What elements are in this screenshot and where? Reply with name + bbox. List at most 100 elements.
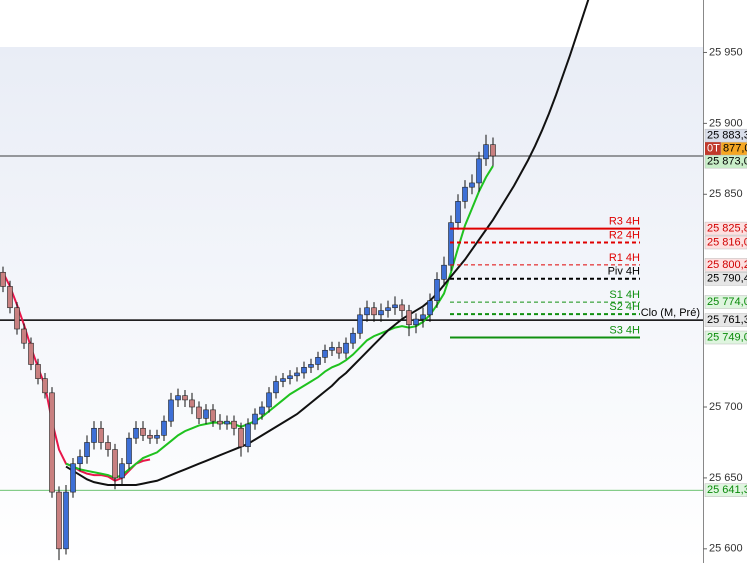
candle-body	[203, 409, 209, 419]
candle-body	[112, 449, 118, 479]
candle-body	[329, 347, 335, 351]
candle-body	[357, 314, 363, 334]
candle-body	[385, 307, 391, 311]
price-tag: 25 873,0	[707, 156, 747, 168]
candle-body	[434, 279, 440, 301]
price-tag: 25 790,4	[707, 273, 747, 285]
price-tag: 25 749,0	[707, 331, 747, 343]
candle-body	[133, 427, 139, 439]
candle-body	[301, 366, 307, 374]
price-tag: 25 641,3	[707, 484, 747, 496]
candle-body	[399, 304, 405, 311]
candle-body	[441, 264, 447, 280]
candle-body	[56, 491, 62, 550]
price-tag-box	[704, 272, 747, 286]
pivot-label: R1 4H	[609, 252, 640, 264]
candle-body	[140, 427, 146, 436]
candle-body	[119, 463, 125, 479]
price-tag-box	[704, 221, 747, 236]
candle-body	[252, 413, 258, 425]
candle-body	[91, 427, 97, 443]
pivot-label: Piv 4H	[608, 266, 640, 278]
y-tick-label: 25 850	[709, 188, 743, 200]
moving-average	[65, 165, 494, 479]
candle-body	[420, 314, 426, 320]
y-tick-label: 25 950	[709, 46, 743, 58]
candle-body	[210, 409, 216, 422]
y-tick-label: 25 600	[709, 543, 743, 555]
candle-body	[21, 328, 27, 344]
candle-body	[259, 406, 265, 415]
candle-body	[182, 395, 188, 401]
candle-body	[238, 427, 244, 448]
candle-body	[175, 395, 181, 401]
pivot-label: R3 4H	[609, 216, 640, 228]
candle-body	[28, 342, 34, 365]
tag-prefix-box	[705, 142, 721, 156]
candle-body	[273, 381, 279, 394]
y-tick-label: 25 700	[709, 401, 743, 413]
price-tag-box	[704, 295, 747, 309]
candle-body	[350, 332, 356, 344]
candle-body	[315, 357, 321, 365]
candle-body	[35, 364, 41, 379]
candle-body	[322, 349, 328, 358]
candle-body	[196, 406, 202, 419]
line-label: Clo (M, Pré)	[641, 307, 700, 319]
price-tag-box	[704, 258, 747, 272]
price-tag-box	[704, 330, 747, 345]
price-tag-box	[704, 313, 747, 327]
candle-body	[168, 399, 174, 422]
candle-body	[476, 158, 482, 184]
candle-body	[294, 372, 300, 377]
pivot-label: S2 4H	[609, 301, 640, 313]
pivot-label: R2 4H	[609, 229, 640, 241]
price-tag-box	[704, 483, 747, 497]
candle-body	[7, 286, 13, 309]
candle-body	[364, 307, 370, 316]
plot-background	[0, 47, 703, 563]
candle-body	[42, 378, 48, 394]
candle-body	[217, 420, 223, 425]
candle-body	[266, 392, 272, 408]
candle-body	[462, 186, 468, 202]
candle-body	[49, 392, 55, 493]
price-tag: 877,0	[723, 143, 747, 155]
candle-body	[371, 307, 377, 316]
price-tag-box	[704, 154, 747, 169]
candle-body	[406, 310, 412, 326]
candle-body	[287, 375, 293, 379]
price-tag: 25 883,3	[707, 130, 747, 142]
candle-body	[0, 271, 6, 287]
candle-body	[224, 420, 230, 425]
pivot-label: S3 4H	[609, 324, 640, 336]
candle-body	[469, 182, 475, 188]
candle-body	[490, 144, 496, 157]
y-tick-label: 25 650	[709, 472, 743, 484]
pivot-label: S1 4H	[609, 289, 640, 301]
candle-body	[427, 300, 433, 316]
candle-body	[77, 456, 83, 465]
moving-average	[65, 0, 590, 487]
candle-body	[105, 442, 111, 450]
candle-body	[161, 420, 167, 436]
tag-prefix: 0T	[707, 143, 720, 155]
price-tag: 25 816,0	[707, 236, 747, 248]
candle-body	[147, 435, 153, 439]
candle-body	[70, 463, 76, 493]
candle-body	[280, 378, 286, 382]
candle-body	[245, 423, 251, 448]
candle-body	[14, 307, 20, 330]
candle-body	[63, 491, 69, 550]
candle-body	[455, 201, 461, 223]
candle-body	[378, 310, 384, 316]
candle-body	[189, 399, 195, 408]
candle-body	[98, 427, 104, 443]
candle-body	[154, 435, 160, 439]
price-tag-box	[704, 235, 747, 250]
candle-body	[308, 364, 314, 368]
price-tag: 25 761,3	[707, 314, 747, 326]
candle-body	[343, 342, 349, 354]
